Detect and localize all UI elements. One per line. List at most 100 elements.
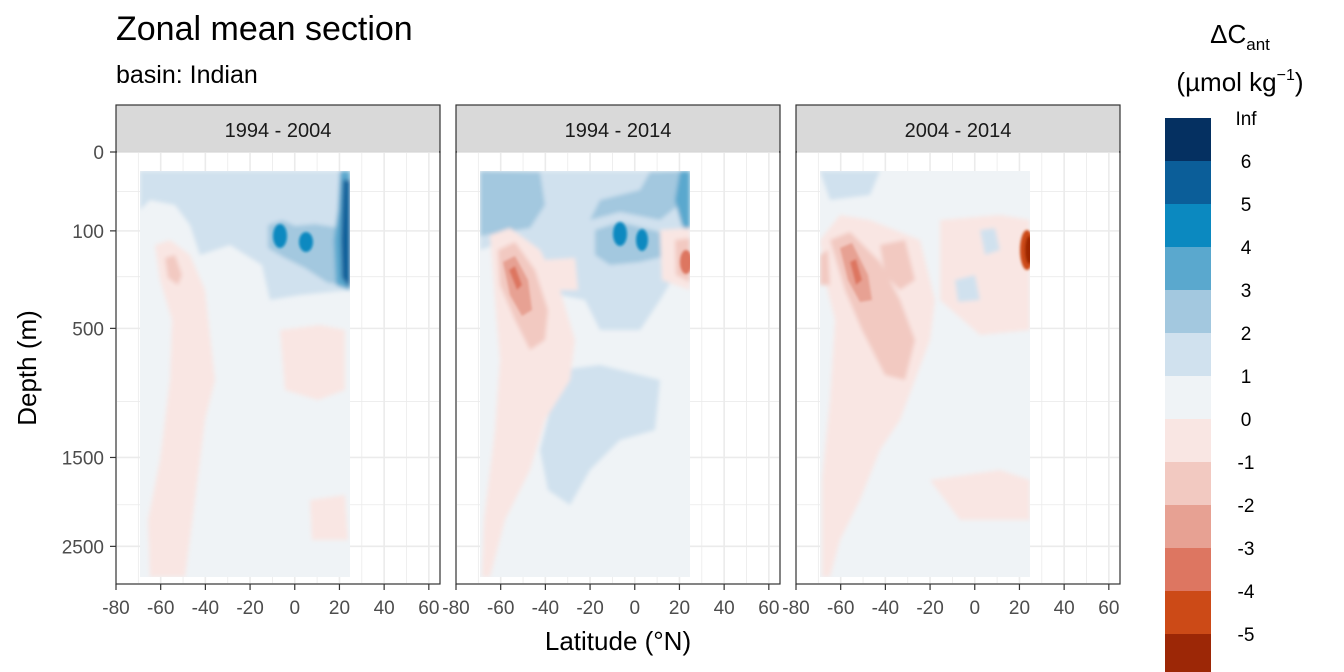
field-region <box>930 470 1030 520</box>
field-region <box>482 228 575 577</box>
x-tick-label: -60 <box>147 598 174 619</box>
legend: ΔCant (µmol kg−1) Inf 6 5 4 3 2 1 0 -1 -2 -3 -4 -5 <box>1165 19 1304 672</box>
facet-panel-2004-2014: 2004 - 2014 <box>795 104 1121 585</box>
legend-title-sub: ant <box>1246 35 1270 54</box>
x-tick-label: 0 <box>969 598 980 619</box>
legend-key <box>1165 290 1211 333</box>
field-core <box>509 266 522 290</box>
field-region <box>940 215 1030 335</box>
field-region <box>480 171 545 236</box>
contour-field <box>480 171 690 577</box>
x-tick-label: 20 <box>669 598 690 619</box>
x-tick-label: 40 <box>374 598 395 619</box>
legend-unit: (µmol kg−1) <box>1176 67 1303 97</box>
legend-unit-sup: −1 <box>1277 67 1295 84</box>
facet-label: 2004 - 2014 <box>905 120 1012 142</box>
legend-keys: Inf 6 5 4 3 2 1 0 -1 -2 -3 -4 -5 <box>1165 109 1257 672</box>
contour-field <box>820 171 1030 577</box>
legend-key <box>1165 376 1211 419</box>
field-region <box>980 228 1000 255</box>
x-tick-label: 40 <box>1054 598 1075 619</box>
x-tick-label: -40 <box>532 598 559 619</box>
field-core <box>613 222 627 246</box>
legend-unit-open: (µmol kg <box>1176 67 1276 97</box>
x-tick-label: -40 <box>872 598 899 619</box>
field-region <box>268 220 350 285</box>
x-tick-label: -20 <box>576 598 603 619</box>
legend-break-label: -5 <box>1238 625 1255 646</box>
field-core <box>850 259 862 285</box>
x-tick-label: -20 <box>236 598 263 619</box>
legend-key <box>1165 591 1211 634</box>
field-region <box>955 275 980 302</box>
y-tick-label: 0 <box>93 143 104 164</box>
legend-key <box>1165 204 1211 247</box>
field-region <box>165 255 182 285</box>
x-tick-label: 0 <box>629 598 640 619</box>
field-region <box>590 171 690 220</box>
legend-key <box>1165 118 1211 161</box>
field-region <box>540 365 660 505</box>
legend-break-label: 0 <box>1241 410 1252 431</box>
x-tick-label: -80 <box>442 598 469 619</box>
legend-break-label: -4 <box>1238 582 1255 603</box>
field-region <box>880 240 915 290</box>
legend-break-label: -3 <box>1238 539 1255 560</box>
legend-break-label: 3 <box>1241 281 1252 302</box>
x-axis: -80 -60 -40 -20 0 20 40 60 -80 -60 -40 -20 0 20 40 60 -8… <box>102 584 1119 619</box>
field-region <box>820 250 830 285</box>
x-axis-title: Latitude (°N) <box>545 626 691 656</box>
facet-label: 1994 - 2004 <box>225 120 332 142</box>
field-region <box>341 180 350 288</box>
legend-title-main: ΔC <box>1210 19 1246 49</box>
x-tick-label: -20 <box>916 598 943 619</box>
field-core <box>273 224 287 248</box>
x-tick-label: 60 <box>1098 598 1119 619</box>
legend-break-label: -1 <box>1238 453 1255 474</box>
legend-key <box>1165 247 1211 290</box>
x-tick-label: -80 <box>782 598 809 619</box>
legend-break-label: 5 <box>1241 195 1252 216</box>
field-region <box>545 258 578 290</box>
x-tick-label: 60 <box>418 598 439 619</box>
legend-break-label: 1 <box>1241 367 1252 388</box>
chart-title: Zonal mean section <box>116 10 413 48</box>
facet-strip <box>115 104 441 153</box>
legend-break-label: Inf <box>1235 109 1257 130</box>
field-region <box>820 171 880 200</box>
y-tick-label: 100 <box>72 222 104 243</box>
field-region <box>820 215 935 577</box>
contour-field <box>140 171 350 577</box>
facet-strip <box>455 104 781 153</box>
legend-key <box>1165 548 1211 591</box>
facet-label: 1994 - 2014 <box>565 120 672 142</box>
legend-title: ΔCant <box>1210 19 1270 54</box>
legend-key <box>1165 333 1211 376</box>
legend-key <box>1165 634 1211 672</box>
field-core <box>636 229 648 251</box>
facet-panel-1994-2004: 1994 - 2004 <box>115 104 441 585</box>
y-tick-label: 2500 <box>62 537 104 558</box>
field-region <box>675 171 690 235</box>
x-tick-label: 60 <box>758 598 779 619</box>
chart-subtitle: basin: Indian <box>116 61 258 89</box>
x-tick-label: 20 <box>329 598 350 619</box>
legend-break-label: 2 <box>1241 324 1252 345</box>
legend-key <box>1165 419 1211 462</box>
field-region <box>280 325 345 400</box>
x-tick-label: -40 <box>192 598 219 619</box>
field-core <box>299 232 313 252</box>
legend-unit-close: ) <box>1295 67 1304 97</box>
field-core <box>680 250 690 274</box>
x-tick-label: 20 <box>1009 598 1030 619</box>
legend-key <box>1165 505 1211 548</box>
x-tick-label: -60 <box>827 598 854 619</box>
y-tick-label: 500 <box>72 319 104 340</box>
x-tick-label: -80 <box>102 598 129 619</box>
legend-break-label: 4 <box>1241 238 1252 259</box>
field-region <box>148 240 215 577</box>
x-tick-label: 40 <box>714 598 735 619</box>
field-core <box>1025 236 1030 264</box>
y-axis: 0 100 500 1500 2500 <box>62 143 116 558</box>
